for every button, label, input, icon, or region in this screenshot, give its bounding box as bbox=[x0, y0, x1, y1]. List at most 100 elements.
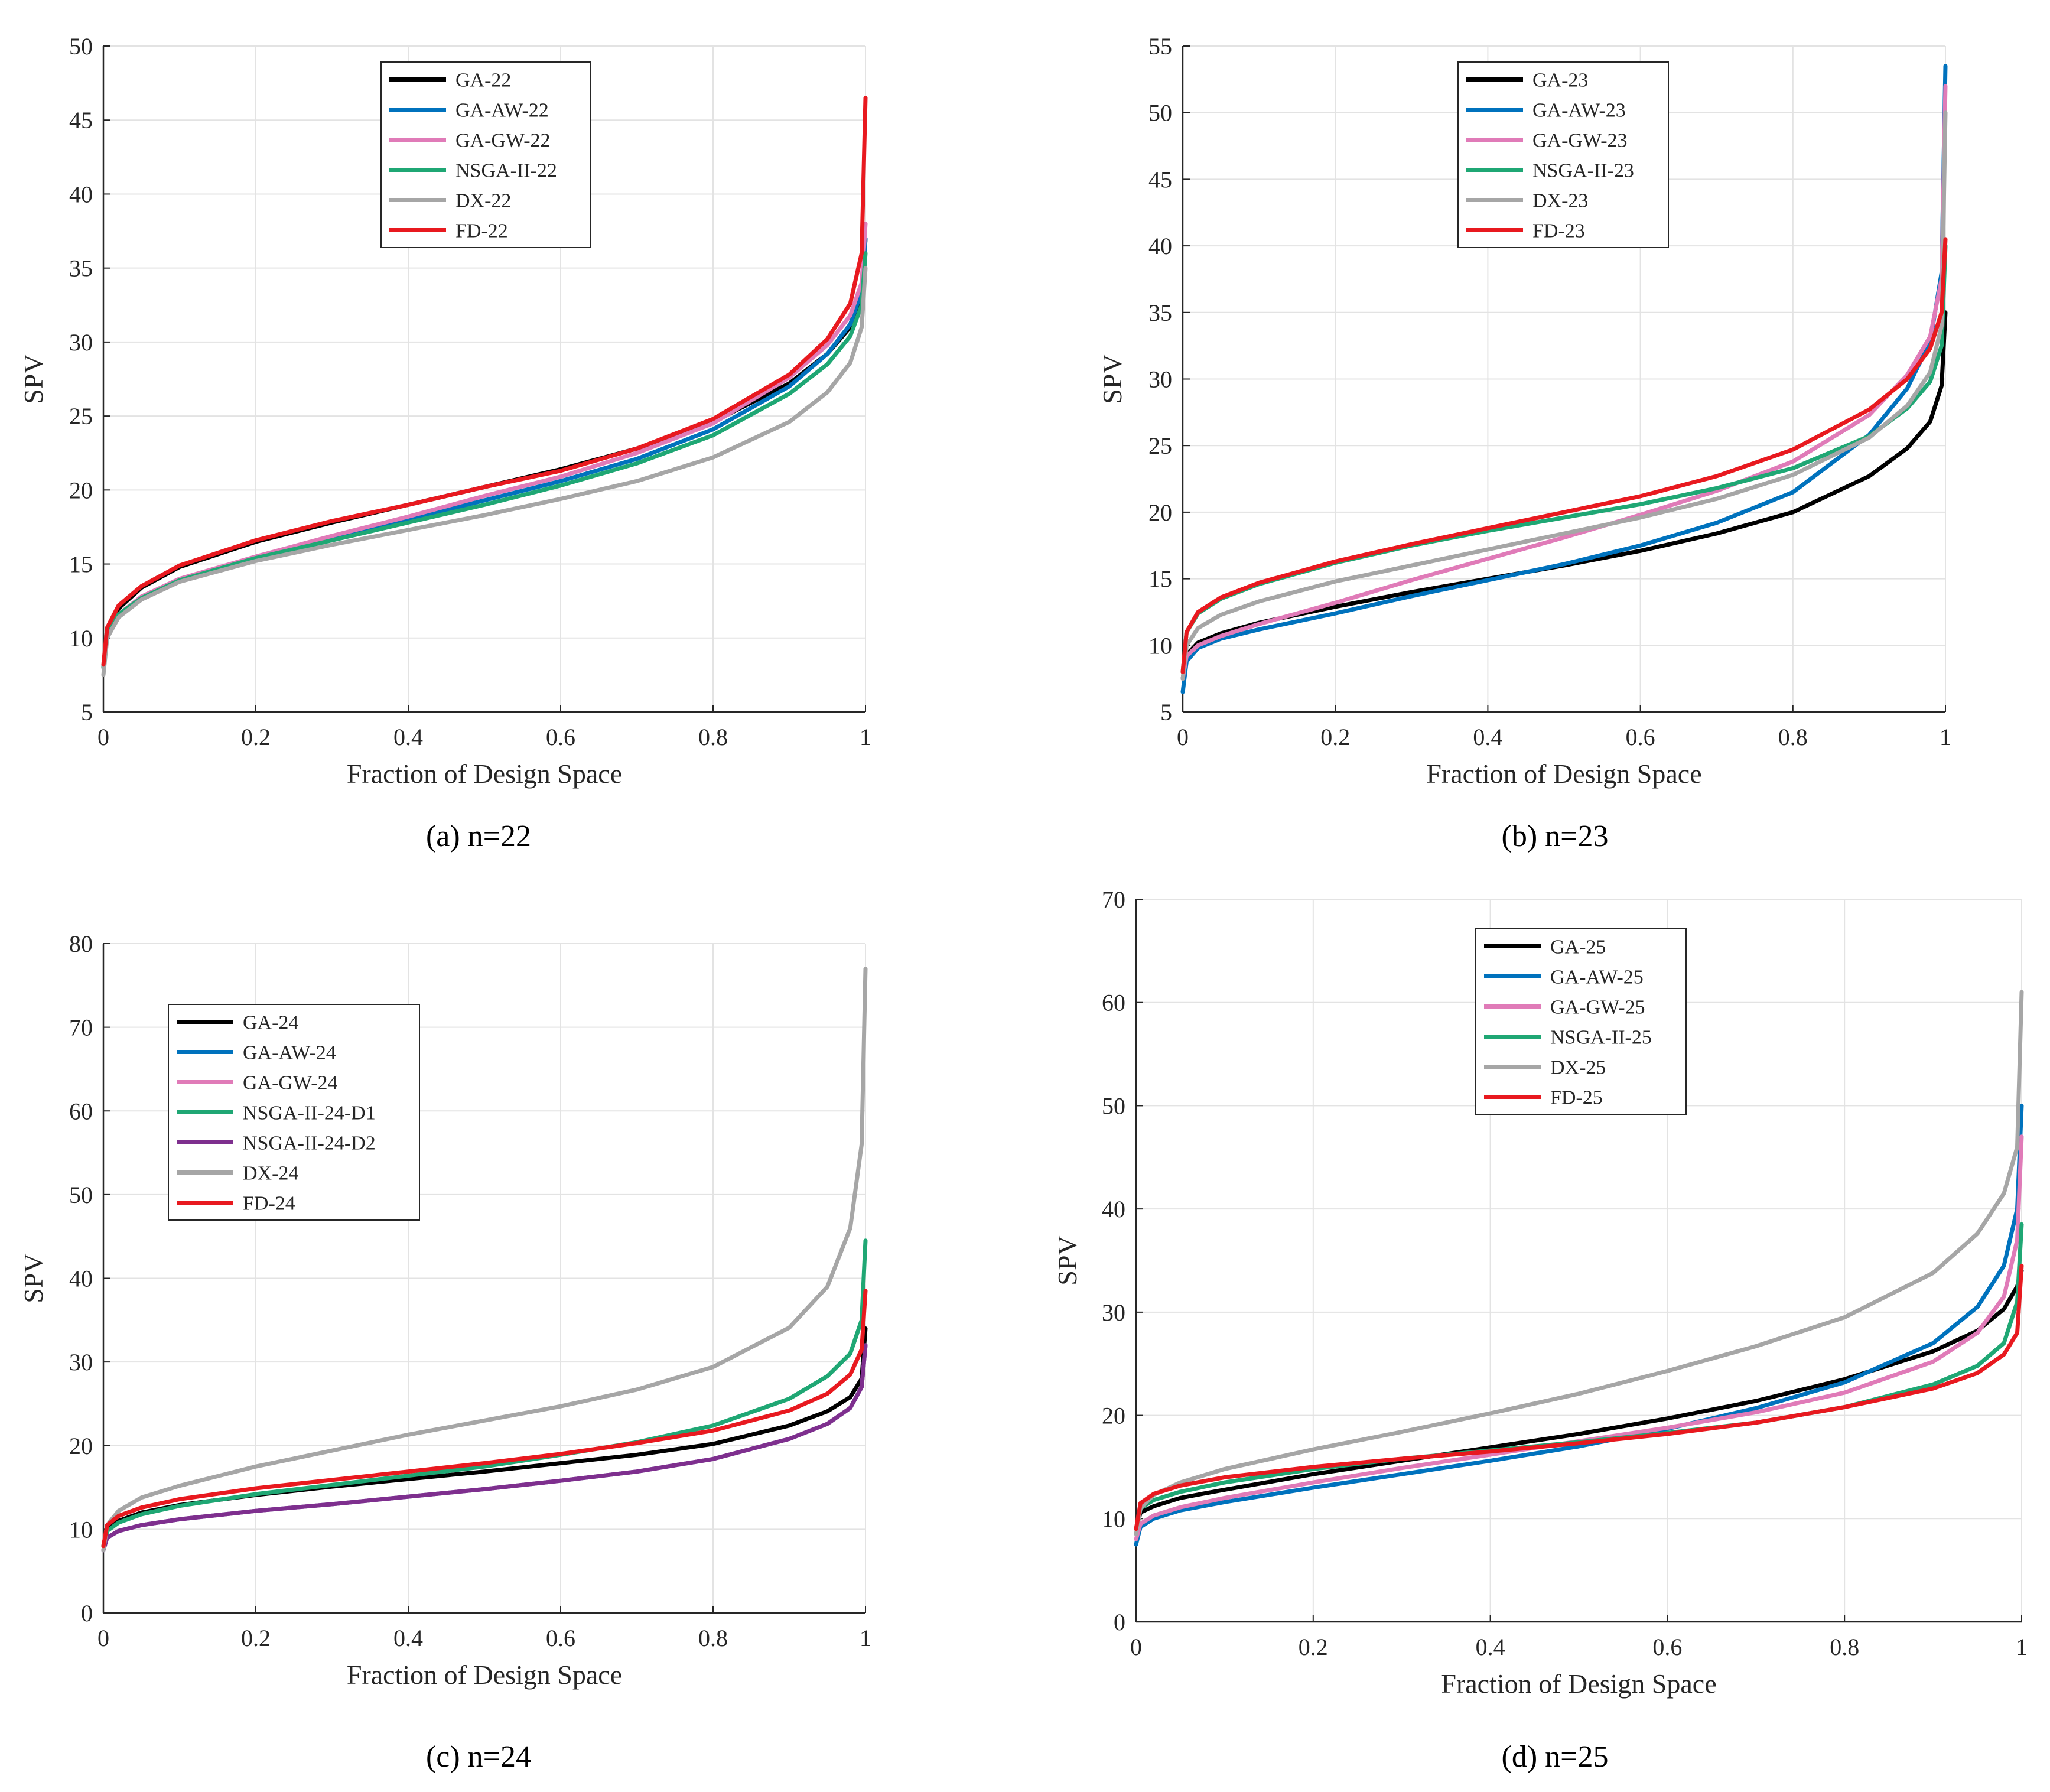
y-tick-label-b-10: 55 bbox=[1148, 33, 1172, 60]
legend-label-a-1: GA-AW-22 bbox=[455, 100, 549, 122]
y-tick-label-b-2: 15 bbox=[1148, 566, 1172, 593]
legend-box-b bbox=[1457, 61, 1669, 248]
series-line-c-3 bbox=[101, 1238, 868, 1549]
legend-label-b-3: NSGA-II-23 bbox=[1532, 160, 1634, 182]
x-tick-label-d-2: 0.4 bbox=[1476, 1634, 1505, 1660]
x-tick-label-c-2: 0.4 bbox=[393, 1625, 423, 1651]
x-tick-label-b-4: 0.8 bbox=[1778, 724, 1808, 750]
legend-label-c-2: GA-GW-24 bbox=[243, 1072, 338, 1094]
legend-label-d-0: GA-25 bbox=[1550, 936, 1606, 958]
legend-label-b-5: FD-23 bbox=[1532, 220, 1585, 242]
y-tick-label-a-2: 15 bbox=[69, 551, 93, 578]
y-tick-label-c-8: 80 bbox=[69, 931, 93, 957]
series-line-c-4 bbox=[101, 1343, 868, 1553]
y-tick-label-b-8: 45 bbox=[1148, 166, 1172, 193]
panel-b-chart: 0 0.2 0.4 0.6 0.8 1510152025303540455055Fract… bbox=[1097, 33, 1951, 789]
y-tick-label-c-6: 60 bbox=[69, 1098, 93, 1124]
y-tick-label-d-4: 40 bbox=[1102, 1196, 1125, 1222]
legend-label-c-5: DX-24 bbox=[243, 1163, 298, 1185]
x-axis-label-d: Fraction of Design Space bbox=[1441, 1669, 1716, 1699]
x-tick-label-c-3: 0.6 bbox=[546, 1625, 575, 1651]
legend-box-a bbox=[380, 61, 591, 248]
legend-label-a-5: FD-22 bbox=[455, 220, 508, 242]
y-tick-label-a-3: 20 bbox=[69, 477, 93, 503]
legend-label-c-4: NSGA-II-24-D2 bbox=[243, 1133, 376, 1154]
x-axis-label-c: Fraction of Design Space bbox=[347, 1660, 622, 1690]
legend-label-a-3: NSGA-II-22 bbox=[455, 160, 557, 182]
panel-c-chart: 0 0.2 0.4 0.6 0.8 101020304050607080Fraction … bbox=[18, 931, 871, 1690]
y-tick-label-b-9: 50 bbox=[1148, 100, 1172, 126]
legend-label-c-0: GA-24 bbox=[243, 1012, 298, 1034]
y-tick-label-b-0: 5 bbox=[1160, 699, 1172, 726]
x-tick-label-a-5: 1 bbox=[860, 724, 871, 750]
y-tick-label-a-7: 40 bbox=[69, 181, 93, 207]
y-tick-label-b-1: 10 bbox=[1148, 632, 1172, 659]
legend-label-d-1: GA-AW-25 bbox=[1550, 967, 1644, 988]
legend-label-a-0: GA-22 bbox=[455, 70, 511, 92]
legend-label-a-4: DX-22 bbox=[455, 190, 511, 212]
panel-a-chart: 0 0.2 0.4 0.6 0.8 15101520253035404550Fractio… bbox=[18, 33, 871, 789]
x-tick-label-d-0: 0 bbox=[1130, 1634, 1142, 1660]
x-tick-label-c-1: 0.2 bbox=[241, 1625, 271, 1651]
legend-label-b-4: DX-23 bbox=[1532, 190, 1588, 212]
y-tick-label-a-4: 25 bbox=[69, 403, 93, 430]
series-line-a-4 bbox=[101, 266, 868, 677]
series-line-b-5 bbox=[1180, 237, 1948, 674]
x-tick-label-b-3: 0.6 bbox=[1626, 724, 1655, 750]
y-axis-label-a: SPV bbox=[18, 354, 48, 404]
x-tick-label-d-4: 0.8 bbox=[1830, 1634, 1859, 1660]
legend-label-c-1: GA-AW-24 bbox=[243, 1042, 336, 1064]
x-tick-label-c-4: 0.8 bbox=[698, 1625, 728, 1651]
y-tick-label-b-5: 30 bbox=[1148, 366, 1172, 393]
x-tick-label-c-5: 1 bbox=[860, 1625, 871, 1651]
legend-label-c-3: NSGA-II-24-D1 bbox=[243, 1102, 376, 1124]
y-tick-label-c-0: 0 bbox=[81, 1600, 93, 1627]
x-axis-label-b: Fraction of Design Space bbox=[1426, 759, 1701, 789]
x-tick-label-b-0: 0 bbox=[1177, 724, 1189, 750]
legend-label-a-2: GA-GW-22 bbox=[455, 130, 551, 152]
series-line-c-6 bbox=[101, 1289, 868, 1549]
y-tick-label-b-7: 40 bbox=[1148, 233, 1172, 259]
series-line-a-5 bbox=[101, 96, 868, 667]
y-tick-label-a-0: 5 bbox=[81, 699, 93, 726]
y-tick-label-d-0: 0 bbox=[1114, 1609, 1125, 1635]
y-tick-label-a-1: 10 bbox=[69, 625, 93, 652]
series-line-d-1 bbox=[1134, 1103, 2024, 1547]
legend-label-b-0: GA-23 bbox=[1532, 70, 1588, 92]
y-tick-label-c-7: 70 bbox=[69, 1014, 93, 1041]
series-line-d-5 bbox=[1134, 1263, 2024, 1531]
caption-c: (c) n=24 bbox=[426, 1740, 531, 1774]
caption-b: (b) n=23 bbox=[1502, 819, 1609, 853]
y-axis-label-b: SPV bbox=[1097, 354, 1127, 404]
y-axis-label-c: SPV bbox=[18, 1253, 48, 1303]
y-tick-label-a-9: 50 bbox=[69, 33, 93, 60]
y-tick-label-c-3: 30 bbox=[69, 1349, 93, 1375]
x-tick-label-d-3: 0.6 bbox=[1652, 1634, 1682, 1660]
caption-d: (d) n=25 bbox=[1502, 1740, 1609, 1774]
legend-label-d-4: DX-25 bbox=[1550, 1057, 1606, 1079]
y-tick-label-b-4: 25 bbox=[1148, 432, 1172, 459]
legend-label-d-2: GA-GW-25 bbox=[1550, 997, 1645, 1019]
x-tick-label-a-4: 0.8 bbox=[698, 724, 728, 750]
y-tick-label-d-3: 30 bbox=[1102, 1299, 1125, 1326]
x-tick-label-a-3: 0.6 bbox=[546, 724, 575, 750]
y-tick-label-c-2: 20 bbox=[69, 1433, 93, 1459]
legend-label-b-2: GA-GW-23 bbox=[1532, 130, 1628, 152]
legend-label-b-1: GA-AW-23 bbox=[1532, 100, 1626, 122]
y-tick-label-d-7: 70 bbox=[1102, 886, 1125, 913]
x-tick-label-a-1: 0.2 bbox=[241, 724, 271, 750]
x-tick-label-d-1: 0.2 bbox=[1299, 1634, 1328, 1660]
x-tick-label-d-5: 1 bbox=[2016, 1634, 2028, 1660]
legend-label-d-5: FD-25 bbox=[1550, 1087, 1603, 1109]
y-tick-label-c-5: 50 bbox=[69, 1182, 93, 1208]
y-tick-label-c-4: 40 bbox=[69, 1266, 93, 1292]
y-tick-label-d-5: 50 bbox=[1102, 1092, 1125, 1119]
legend-box-d bbox=[1475, 928, 1687, 1115]
x-axis-label-a: Fraction of Design Space bbox=[347, 759, 622, 789]
y-tick-label-a-5: 30 bbox=[69, 329, 93, 356]
y-tick-label-d-6: 60 bbox=[1102, 990, 1125, 1016]
x-tick-label-a-0: 0 bbox=[97, 724, 109, 750]
y-tick-label-a-8: 45 bbox=[69, 107, 93, 134]
